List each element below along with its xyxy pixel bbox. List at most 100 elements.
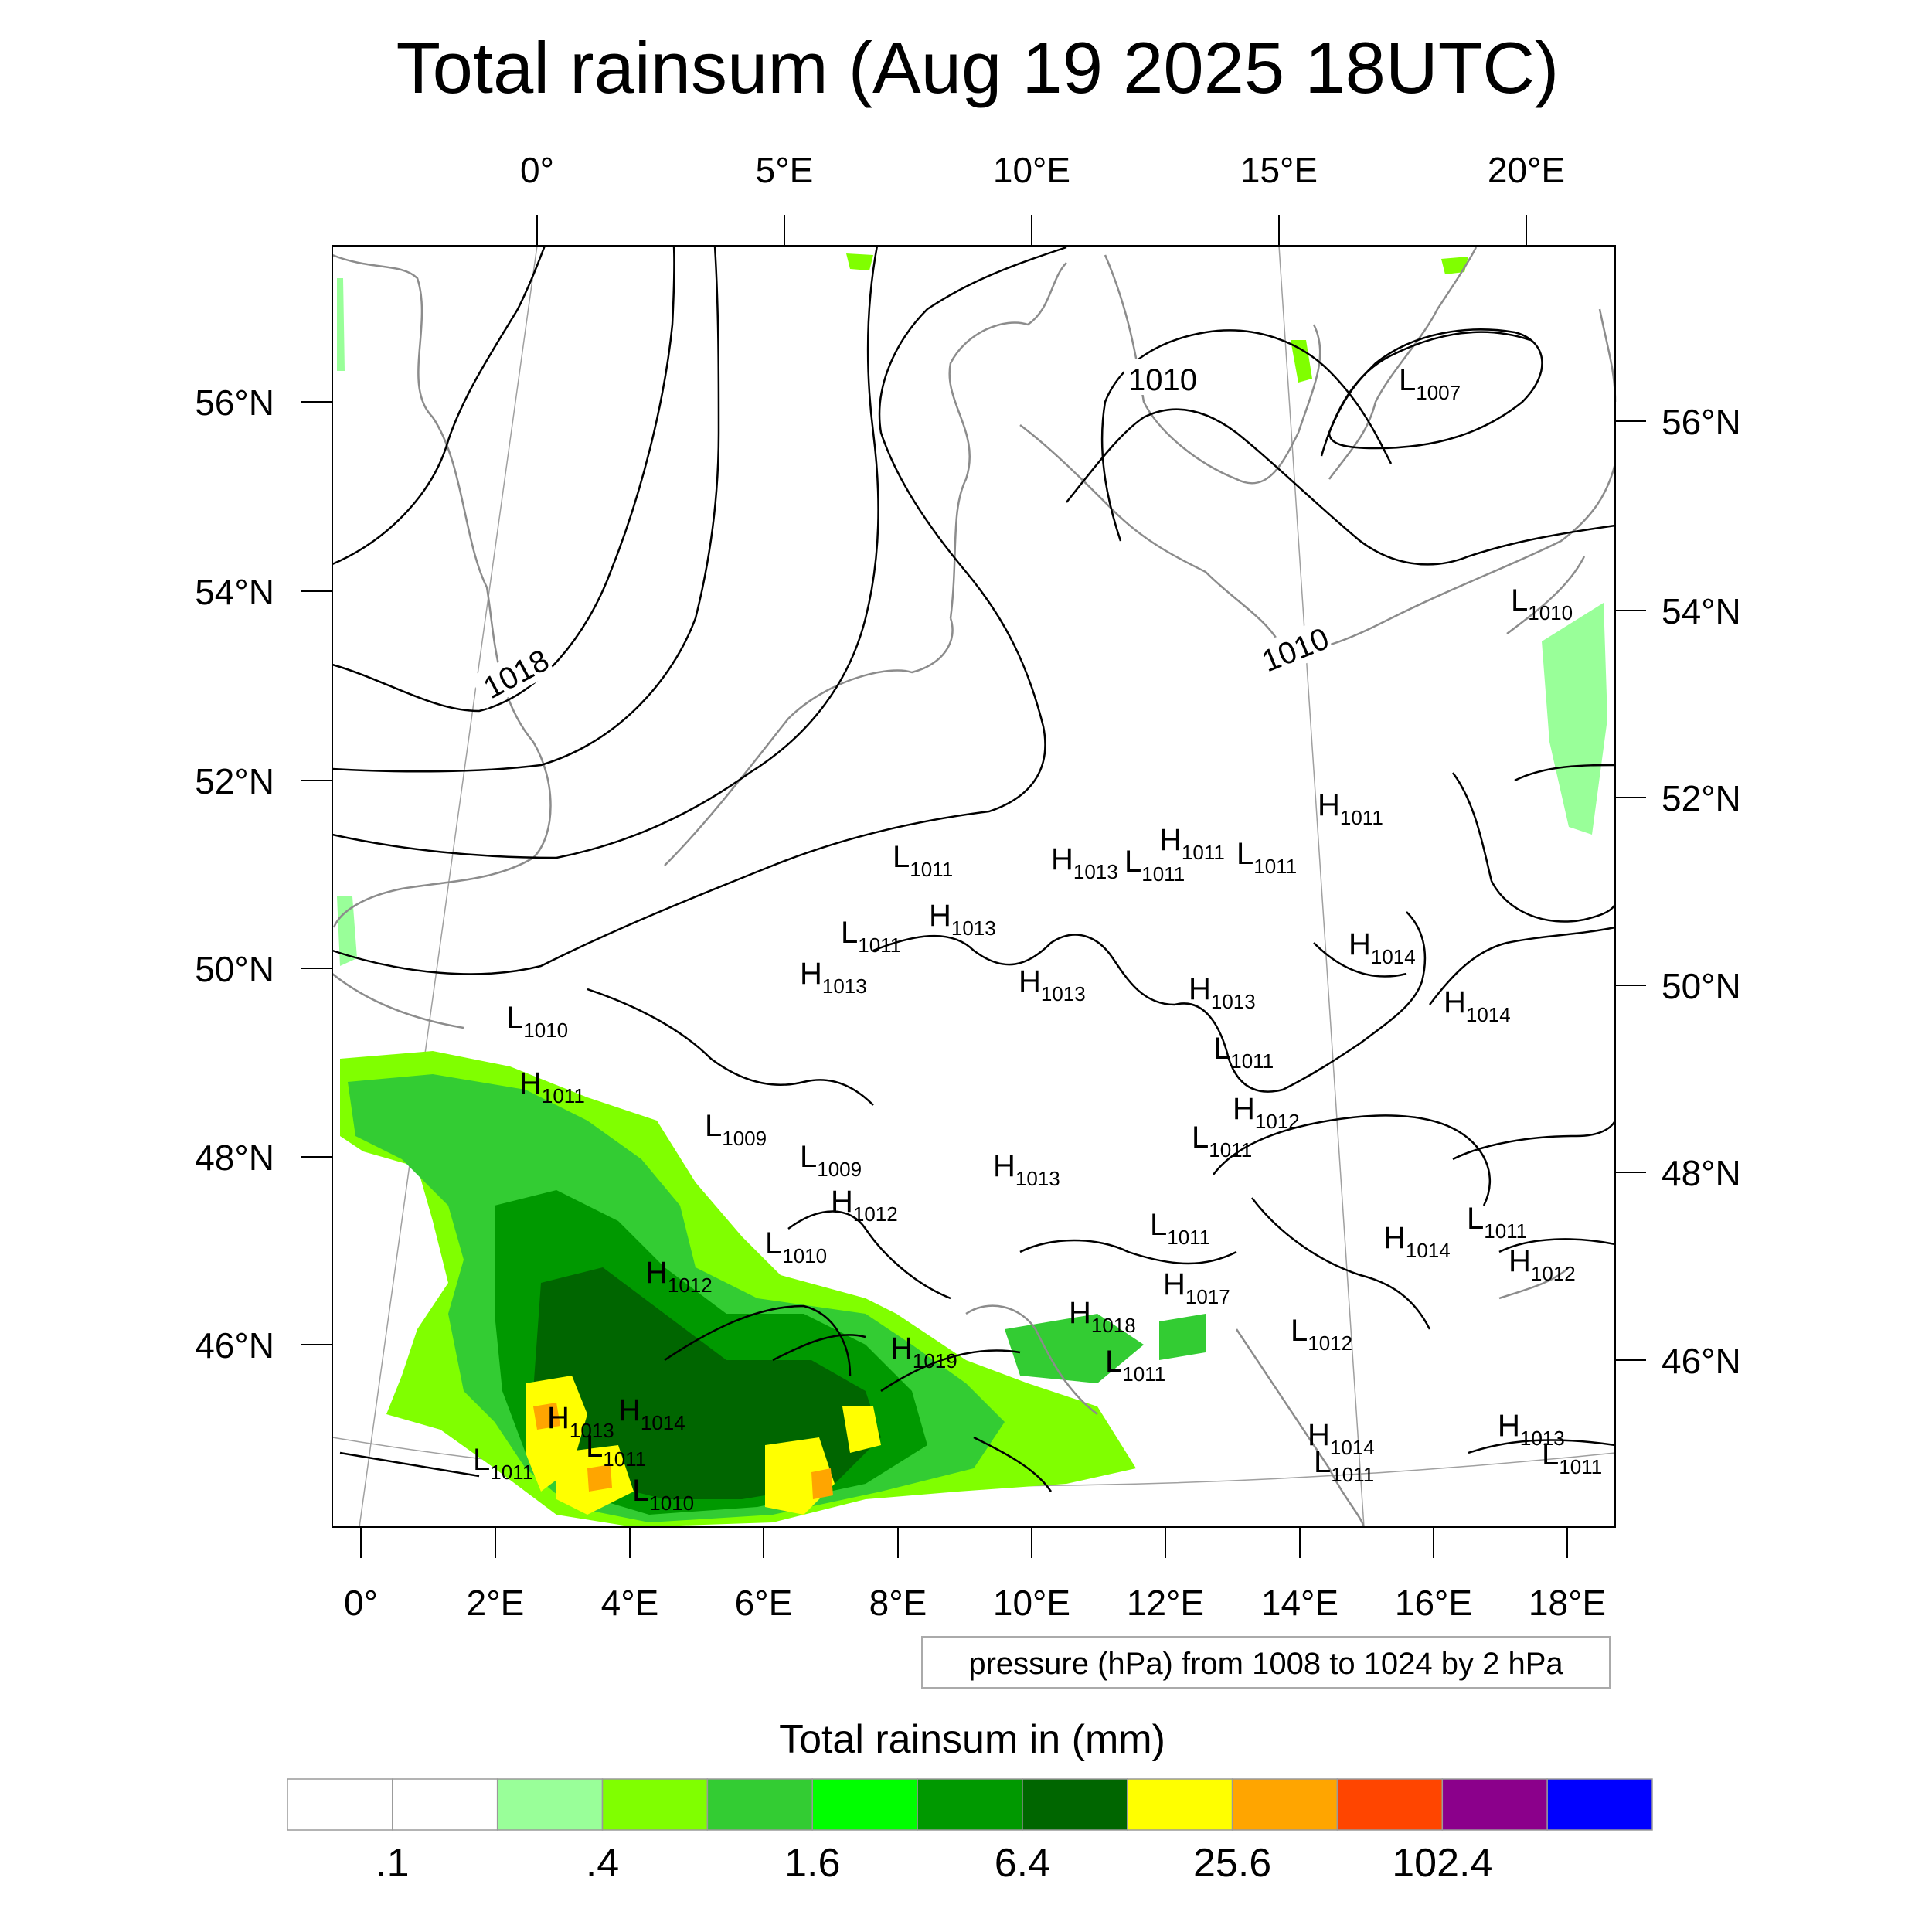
pressure-centre-label: L1011 <box>1192 1121 1252 1162</box>
rain-area-orange-2 <box>811 1468 833 1499</box>
right-tick-label: 46°N <box>1662 1341 1741 1381</box>
pressure-centre-label: L1010 <box>506 1001 568 1042</box>
pressure-centre-label: H1013 <box>1019 964 1086 1005</box>
pressure-centre-label: H1014 <box>1349 927 1416 968</box>
colorbar-swatch <box>1127 1778 1233 1831</box>
colorbar-label: .4 <box>586 1841 619 1886</box>
rain-area-north-speck-3 <box>1291 340 1312 383</box>
colorbar-swatch <box>917 1778 1023 1831</box>
colorbar-title: Total rainsum in (mm) <box>779 1717 1165 1762</box>
pressure-centre-label: L1011 <box>1542 1437 1602 1478</box>
top-axis-labels: 0° 5°E 10°E 15°E 20°E <box>520 150 1565 190</box>
top-tick-label: 0° <box>520 150 554 190</box>
pressure-contours <box>332 245 1617 1492</box>
rain-area-yellow-4 <box>842 1406 881 1453</box>
rainfall-field <box>337 253 1607 1527</box>
pressure-centre-label: L1011 <box>1314 1445 1374 1486</box>
pressure-centre-label: L1010 <box>1511 583 1573 624</box>
left-axis-labels: 56°N 54°N 52°N 50°N 48°N 46°N <box>195 383 274 1366</box>
pressure-centre-label: H1017 <box>1163 1267 1230 1308</box>
pressure-centre-label: L1011 <box>1236 837 1297 878</box>
pressure-centre-label: L1011 <box>586 1430 646 1471</box>
rain-area-pale-green-nw <box>337 278 345 371</box>
bottom-tick-label: 16°E <box>1395 1583 1472 1623</box>
colorbar-swatch <box>601 1778 709 1831</box>
bottom-tick-label: 10°E <box>993 1583 1070 1623</box>
pressure-centre-label: H1011 <box>1159 823 1225 864</box>
right-tick-label: 50°N <box>1662 966 1741 1006</box>
contour-label: 1010 <box>1128 363 1197 397</box>
contour-info-box: pressure (hPa) from 1008 to 1024 by 2 hP… <box>921 1636 1611 1689</box>
pressure-centre-label: H1012 <box>831 1185 898 1226</box>
colorbar-swatch <box>496 1778 604 1831</box>
rain-area-north-speck <box>846 253 873 270</box>
pressure-centre-label: L1011 <box>1213 1032 1274 1073</box>
colorbar-swatch <box>1441 1778 1548 1831</box>
colorbar-swatch <box>287 1778 393 1831</box>
colorbar <box>287 1778 1653 1831</box>
pressure-centre-label: H1013 <box>929 899 996 940</box>
pressure-centre-label: H1019 <box>890 1332 957 1372</box>
pressure-centre-label: L1009 <box>800 1140 862 1181</box>
bottom-axis <box>360 1527 1568 1558</box>
pressure-centre-label: H1013 <box>1498 1409 1565 1450</box>
colorbar-labels: .1 .4 1.6 6.4 25.6 102.4 <box>376 1841 1492 1886</box>
pressure-centre-label: H1013 <box>547 1401 614 1442</box>
pressure-centre-label: L1011 <box>893 840 953 881</box>
bottom-tick-label: 2°E <box>467 1583 525 1623</box>
left-tick-label: 56°N <box>195 383 274 423</box>
pressure-centre-label: L1011 <box>1467 1202 1527 1243</box>
pressure-centre-label: H1013 <box>800 957 867 998</box>
colorbar-swatch <box>811 1778 918 1831</box>
pressure-centre-label: L1011 <box>1124 845 1185 886</box>
left-tick-label: 52°N <box>195 761 274 801</box>
pressure-centre-label: L1011 <box>841 916 901 957</box>
pressure-centre-label: L1009 <box>705 1109 767 1150</box>
rain-area-alpine-green <box>1005 1314 1144 1383</box>
bottom-tick-label: 4°E <box>601 1583 659 1623</box>
colorbar-label: .1 <box>376 1841 409 1886</box>
pressure-centre-label: H1014 <box>1444 985 1511 1026</box>
right-tick-label: 56°N <box>1662 402 1741 442</box>
colorbar-swatch <box>1546 1778 1653 1831</box>
contour-info-text: pressure (hPa) from 1008 to 1024 by 2 hP… <box>968 1647 1563 1681</box>
colorbar-swatch <box>706 1778 813 1831</box>
left-axis <box>301 401 332 1345</box>
pressure-centre-label: H1012 <box>1233 1092 1300 1133</box>
colorbar-label: 1.6 <box>784 1841 840 1886</box>
bottom-tick-label: 12°E <box>1127 1583 1204 1623</box>
pressure-centre-label: H1012 <box>1509 1244 1576 1285</box>
top-axis <box>536 215 1527 246</box>
bottom-tick-label: 6°E <box>735 1583 793 1623</box>
rain-area-orange-3 <box>587 1464 612 1492</box>
top-tick-label: 20°E <box>1488 150 1565 190</box>
pressure-centre-label: L1011 <box>1105 1345 1165 1386</box>
colorbar-label: 25.6 <box>1193 1841 1271 1886</box>
rain-area-pale-green <box>1542 603 1607 835</box>
pressure-centre-label: H1012 <box>645 1256 713 1297</box>
pressure-centre-label: H1014 <box>1383 1221 1451 1262</box>
pressure-centre-label: H1018 <box>1069 1296 1136 1337</box>
top-tick-label: 10°E <box>993 150 1070 190</box>
pressure-centre-label: H1013 <box>1189 972 1256 1013</box>
pressure-centre-label: L1011 <box>473 1443 533 1484</box>
map-frame <box>332 245 1616 1528</box>
colorbar-swatch <box>1231 1778 1338 1831</box>
left-tick-label: 46°N <box>195 1325 274 1366</box>
right-axis-labels: 56°N 54°N 52°N 50°N 48°N 46°N <box>1662 402 1741 1381</box>
bottom-tick-label: 0° <box>344 1583 378 1623</box>
left-tick-label: 48°N <box>195 1138 274 1178</box>
pressure-centre-label: L1010 <box>765 1226 827 1267</box>
rain-area-pale-green-west <box>337 896 357 966</box>
bottom-axis-labels: 0° 2°E 4°E 6°E 8°E 10°E 12°E 14°E 16°E 1… <box>344 1583 1606 1623</box>
colorbar-swatch <box>1336 1778 1444 1831</box>
coastlines <box>332 247 1617 1528</box>
right-tick-label: 54°N <box>1662 591 1741 631</box>
pressure-centre-label: H1014 <box>618 1393 685 1434</box>
left-tick-label: 50°N <box>195 949 274 989</box>
pressure-centre-label: H1013 <box>1051 842 1118 883</box>
pressure-centre-label: L1012 <box>1291 1314 1352 1355</box>
bottom-tick-label: 8°E <box>869 1583 927 1623</box>
bottom-tick-label: 14°E <box>1261 1583 1338 1623</box>
